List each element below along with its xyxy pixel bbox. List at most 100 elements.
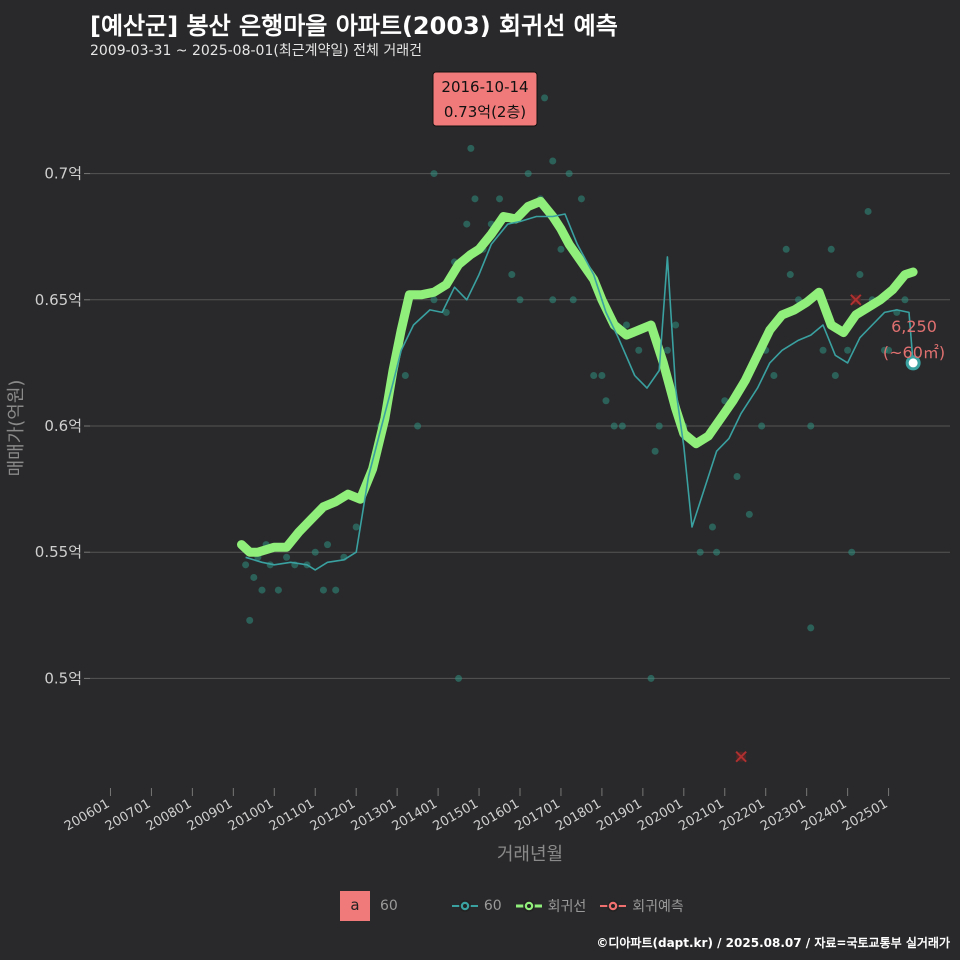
scatter-point	[885, 346, 893, 354]
trend-line-icon	[451, 900, 478, 912]
y-axis: 0.5억 0.55억 0.6억 0.65억 0.7억	[35, 165, 90, 687]
scatter-point	[733, 472, 741, 480]
series-lines	[237, 196, 921, 571]
scatter-point	[708, 523, 716, 531]
scatter-point	[524, 170, 532, 178]
chart-subtitle: 2009-03-31 ~ 2025-08-01(최근계약일) 전체 거래건	[90, 43, 422, 59]
scatter-point	[663, 346, 671, 354]
chart-title: [예산군] 봉산 은행마을 아파트(2003) 회귀선 예측	[90, 12, 618, 40]
scatter-point	[745, 510, 753, 518]
last-price-label: 6,250	[891, 317, 937, 336]
scatter-point	[467, 144, 475, 152]
scatter-point	[516, 296, 524, 304]
scatter-point	[598, 372, 606, 380]
x-tick-label: 201301	[349, 796, 399, 834]
scatter-point	[848, 548, 856, 556]
scatter-point	[283, 553, 291, 561]
scatter-point	[352, 523, 360, 531]
trend-line-60	[245, 213, 914, 571]
scatter-point	[786, 271, 794, 279]
x-tick-label: 202201	[717, 796, 767, 834]
x-tick-label: 201001	[226, 796, 276, 834]
scatter-point	[496, 195, 504, 203]
scatter-point	[246, 616, 254, 624]
legend-prediction-label: 회귀예측	[632, 899, 684, 915]
scatter-point	[713, 548, 721, 556]
scatter-point	[610, 422, 618, 430]
x-tick-label: 201701	[512, 796, 562, 834]
annotation-date: 2016-10-14	[441, 78, 528, 96]
scatter-point	[602, 397, 610, 405]
x-tick-label: 201201	[308, 796, 358, 834]
scatter-points	[238, 94, 909, 682]
x-tick-label: 200901	[185, 796, 235, 834]
scatter-point	[807, 624, 815, 632]
x-tick-label: 202501	[840, 796, 890, 834]
scatter-point	[311, 548, 319, 556]
annotation-box: 2016-10-14 0.73억(2층)	[432, 71, 538, 127]
prediction-cross	[850, 294, 862, 306]
scatter-point	[647, 674, 655, 682]
scatter-point	[864, 207, 872, 215]
scatter-point	[455, 674, 463, 682]
y-tick-label: 0.5억	[44, 669, 82, 687]
x-tick-label: 201401	[390, 796, 440, 834]
scatter-point	[258, 586, 266, 594]
scatter-point	[549, 296, 557, 304]
x-tick-label: 201501	[431, 796, 481, 834]
scatter-point	[901, 296, 909, 304]
scatter-point	[672, 321, 680, 329]
scatter-point	[541, 94, 549, 102]
scatter-point	[471, 195, 479, 203]
grid	[90, 173, 950, 679]
x-axis-title: 거래년월	[497, 844, 563, 865]
x-tick-label: 200701	[103, 796, 153, 834]
scatter-point	[319, 586, 327, 594]
scatter-point	[618, 422, 626, 430]
x-tick-label: 200601	[62, 796, 112, 834]
scatter-point	[565, 170, 573, 178]
y-tick-label: 0.7억	[44, 165, 82, 183]
scatter-point	[549, 157, 557, 165]
annotation-value: 0.73억(2층)	[444, 103, 526, 121]
scatter-point	[622, 321, 630, 329]
scatter-point	[274, 586, 282, 594]
scatter-point	[782, 245, 790, 253]
scatter-point	[856, 271, 864, 279]
scatter-point	[577, 195, 585, 203]
y-axis-title: 매매가(억원)	[6, 380, 27, 477]
legend-trend-label: 60	[483, 898, 502, 914]
legend-a-box: a	[340, 891, 370, 921]
x-tick-label: 201101	[267, 796, 317, 834]
scatter-point	[819, 346, 827, 354]
y-tick-label: 0.55억	[35, 543, 82, 561]
scatter-point	[414, 422, 422, 430]
y-tick-label: 0.6억	[44, 417, 82, 435]
x-axis: 2006012007012008012009012010012011012012…	[62, 788, 891, 834]
x-tick-label: 201801	[553, 796, 603, 834]
scatter-point	[635, 346, 643, 354]
scatter-point	[508, 271, 516, 279]
scatter-point	[430, 170, 438, 178]
scatter-point	[332, 586, 340, 594]
scatter-point	[655, 422, 663, 430]
footer-credit: ©디아파트(dapt.kr) / 2025.08.07 / 자료=국토교통부 실…	[596, 936, 950, 950]
legend-regression-label: 회귀선	[547, 899, 587, 915]
scatter-point	[250, 573, 258, 581]
scatter-point	[651, 447, 659, 455]
x-tick-label: 200801	[144, 796, 194, 834]
x-tick-label: 202401	[799, 796, 849, 834]
x-tick-label: 202301	[758, 796, 808, 834]
legend: a 60 60 회귀선 회귀예측	[340, 890, 698, 922]
scatter-point	[242, 561, 250, 569]
x-tick-label: 201901	[594, 796, 644, 834]
scatter-point	[463, 220, 471, 228]
legend-item-label-a: a 60	[340, 891, 438, 921]
scatter-point	[590, 372, 598, 380]
scatter-point	[831, 372, 839, 380]
last-point-marker	[905, 355, 921, 371]
scatter-point	[770, 372, 778, 380]
y-tick-label: 0.65억	[35, 291, 82, 309]
prediction-cross	[735, 750, 747, 763]
scatter-point	[430, 296, 438, 304]
